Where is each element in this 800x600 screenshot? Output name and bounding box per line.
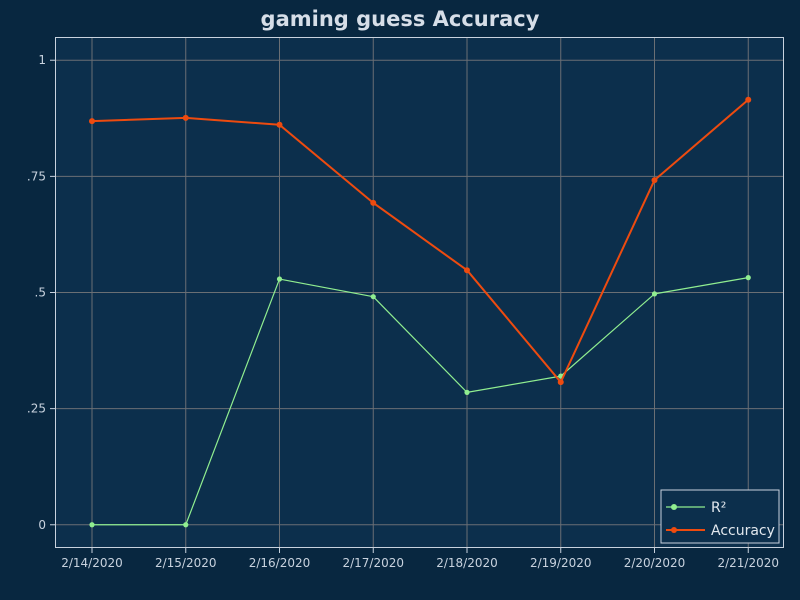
x-tick-label: 2/21/2020 (717, 556, 779, 570)
series-accuracy (89, 96, 752, 386)
legend-swatch-marker (671, 527, 677, 533)
data-point (370, 199, 377, 206)
legend-box (660, 489, 780, 544)
y-tick-label: 1 (38, 53, 46, 67)
data-point (183, 522, 189, 528)
data-point (464, 389, 470, 395)
x-tick-label: 2/17/2020 (342, 556, 404, 570)
data-point (464, 267, 470, 274)
data-point (745, 275, 751, 281)
data-point (370, 294, 376, 300)
data-point (276, 121, 283, 128)
x-tick-label: 2/18/2020 (436, 556, 498, 570)
series-line (91, 98, 749, 384)
data-point (557, 379, 564, 386)
legend-item: R² (666, 500, 726, 516)
x-tick-label: 2/16/2020 (249, 556, 311, 570)
data-point (89, 118, 95, 125)
x-tick-label: 2/15/2020 (155, 556, 217, 570)
data-point (745, 96, 752, 103)
y-tick-label: .75 (27, 169, 46, 183)
y-tick-label: 0 (38, 518, 46, 532)
data-point (276, 276, 283, 282)
data-point (182, 114, 189, 121)
data-point (89, 522, 95, 528)
x-tick-label: 2/14/2020 (61, 556, 123, 570)
series-r-squared (89, 275, 751, 528)
legend-label: Accuracy (711, 523, 775, 539)
series-layer (89, 96, 752, 528)
plot-frame (55, 37, 784, 548)
legend-label: R² (711, 500, 726, 516)
legend-swatch-marker (671, 504, 677, 510)
legend: R² Accuracy (660, 489, 780, 544)
legend-item: Accuracy (666, 523, 775, 539)
y-axis-ticks: 0 .25 .5 .75 1 (27, 53, 55, 532)
x-axis-ticks: 2/14/2020 2/15/2020 2/16/2020 2/17/2020 2/18… (61, 548, 779, 570)
y-tick-label: .25 (27, 402, 46, 416)
series-line (92, 277, 749, 526)
x-tick-label: 2/19/2020 (530, 556, 592, 570)
chart-title: gaming guess Accuracy (261, 7, 540, 31)
y-tick-label: .5 (35, 286, 46, 300)
data-point (651, 291, 658, 297)
x-tick-label: 2/20/2020 (624, 556, 686, 570)
data-point (651, 177, 658, 184)
